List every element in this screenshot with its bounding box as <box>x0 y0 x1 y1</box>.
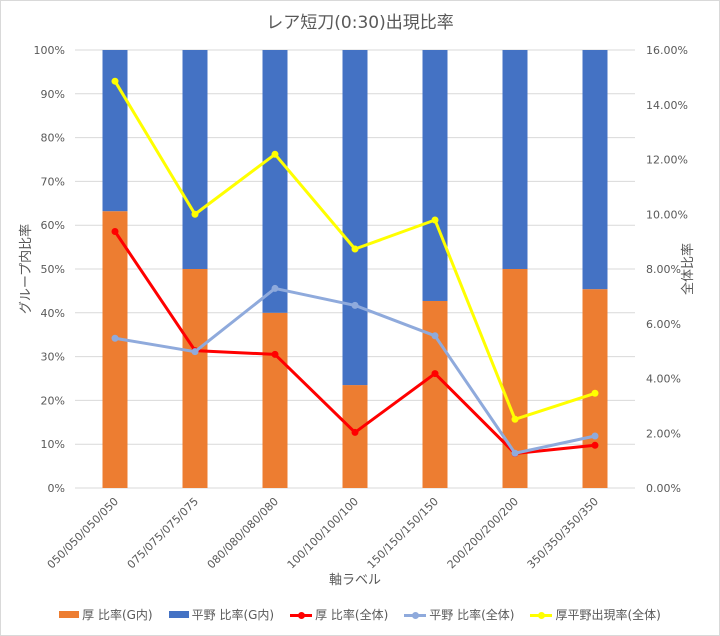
legend-label: 厚 比率(全体) <box>315 608 389 622</box>
legend-label: 厚平野出現率(全体) <box>555 608 661 622</box>
y-tick-label: 0% <box>48 482 65 495</box>
y-tick-label: 80% <box>41 132 65 145</box>
legend-label: 厚 比率(G内) <box>82 608 153 622</box>
orange-bar-swatch-icon <box>59 611 80 618</box>
left-axis-ticks: 0% 10% 20% 30% 40% 50% 60% 70% 80% 90% 100% <box>34 44 65 495</box>
stacked-bars <box>102 50 608 488</box>
x-tick-label: 350/350/350/350 <box>525 495 601 571</box>
y-tick-label: 40% <box>41 307 65 320</box>
data-point-marker[interactable] <box>511 449 519 457</box>
x-axis-label: 軸ラベル <box>329 573 381 588</box>
y-tick-label: 20% <box>41 394 65 407</box>
red-line-marker-icon <box>290 608 313 622</box>
data-point-marker[interactable] <box>191 210 199 218</box>
legend-item-atsu-group[interactable]: 厚 比率(G内) <box>59 606 153 623</box>
y-tick-label: 100% <box>34 44 65 57</box>
y2-axis-label: 全体比率 <box>680 243 696 295</box>
y-tick-label: 70% <box>41 175 65 188</box>
data-point-marker[interactable] <box>111 227 119 235</box>
x-tick-label: 075/075/075/075 <box>125 495 201 571</box>
blue-bar-swatch-icon <box>168 611 189 618</box>
y-tick-label: 50% <box>41 263 65 276</box>
chart-title: レア短刀(0:30)出現比率 <box>266 13 454 33</box>
yellow-line-marker-icon <box>530 608 553 622</box>
y2-tick-label: 2.00% <box>646 427 681 440</box>
y-tick-label: 10% <box>41 438 65 451</box>
bar-segment[interactable] <box>262 50 288 313</box>
y-tick-label: 60% <box>41 219 65 232</box>
y2-tick-label: 14.00% <box>646 99 688 112</box>
legend-item-atsu-total[interactable]: 厚 比率(全体) <box>290 606 388 623</box>
bar-segment[interactable] <box>502 50 528 269</box>
legend: 厚 比率(G内) 平野 比率(G内) 厚 比率(全体) 平野 比率(全体) 厚平… <box>0 606 720 623</box>
y2-tick-label: 0.00% <box>646 482 681 495</box>
y2-tick-label: 12.00% <box>646 154 688 167</box>
bar-segment[interactable] <box>582 289 608 488</box>
data-point-marker[interactable] <box>591 389 599 397</box>
legend-item-hirano-total[interactable]: 平野 比率(全体) <box>404 606 514 623</box>
bar-segment[interactable] <box>102 50 128 212</box>
data-point-marker[interactable] <box>111 77 119 85</box>
data-point-marker[interactable] <box>271 350 279 358</box>
x-axis-ticks: 050/050/050/050 075/075/075/075 080/080/08… <box>45 495 601 571</box>
data-point-marker[interactable] <box>351 245 359 253</box>
bar-segment[interactable] <box>102 211 128 488</box>
bar-segment[interactable] <box>582 50 608 290</box>
line-series <box>111 77 599 458</box>
data-point-marker[interactable] <box>191 348 199 356</box>
data-point-marker[interactable] <box>511 415 519 423</box>
right-axis-ticks: 0.00% 2.00% 4.00% 6.00% 8.00% 10.00% 12.00% 14.… <box>646 44 688 495</box>
bar-segment[interactable] <box>422 300 448 488</box>
y2-tick-label: 6.00% <box>646 318 681 331</box>
legend-item-combined-total[interactable]: 厚平野出現率(全体) <box>530 606 661 623</box>
bar-segment[interactable] <box>422 50 448 301</box>
legend-item-hirano-group[interactable]: 平野 比率(G内) <box>168 606 275 623</box>
y-tick-label: 90% <box>41 88 65 101</box>
data-point-marker[interactable] <box>271 284 279 292</box>
y2-tick-label: 10.00% <box>646 208 688 221</box>
bar-segment[interactable] <box>342 385 368 488</box>
data-point-marker[interactable] <box>351 428 359 436</box>
y2-tick-label: 16.00% <box>646 44 688 57</box>
x-tick-label: 100/100/100/100 <box>285 495 361 571</box>
data-point-marker[interactable] <box>591 432 599 440</box>
y2-tick-label: 8.00% <box>646 263 681 276</box>
data-point-marker[interactable] <box>111 334 119 342</box>
bar-segment[interactable] <box>182 50 208 269</box>
data-point-marker[interactable] <box>351 301 359 309</box>
data-point-marker[interactable] <box>591 441 599 449</box>
x-tick-label: 150/150/150/150 <box>365 495 441 571</box>
data-point-marker[interactable] <box>431 216 439 224</box>
x-tick-label: 200/200/200/200 <box>445 495 521 571</box>
x-tick-label: 050/050/050/050 <box>45 495 121 571</box>
legend-label: 平野 比率(G内) <box>191 608 275 622</box>
bar-segment[interactable] <box>342 50 368 386</box>
data-point-marker[interactable] <box>271 150 279 158</box>
bar-segment[interactable] <box>182 269 208 488</box>
y-axis-label: グループ内比率 <box>18 224 34 314</box>
chart-plot: 0% 10% 20% 30% 40% 50% 60% 70% 80% 90% 100% 0.00% 2… <box>18 44 696 588</box>
legend-label: 平野 比率(全体) <box>429 608 515 622</box>
bar-segment[interactable] <box>262 312 288 488</box>
x-tick-label: 080/080/080/080 <box>205 495 281 571</box>
y2-tick-label: 4.00% <box>646 373 681 386</box>
y-tick-label: 30% <box>41 351 65 364</box>
lightblue-line-marker-icon <box>404 608 427 622</box>
data-point-marker[interactable] <box>431 332 439 340</box>
data-point-marker[interactable] <box>431 370 439 378</box>
